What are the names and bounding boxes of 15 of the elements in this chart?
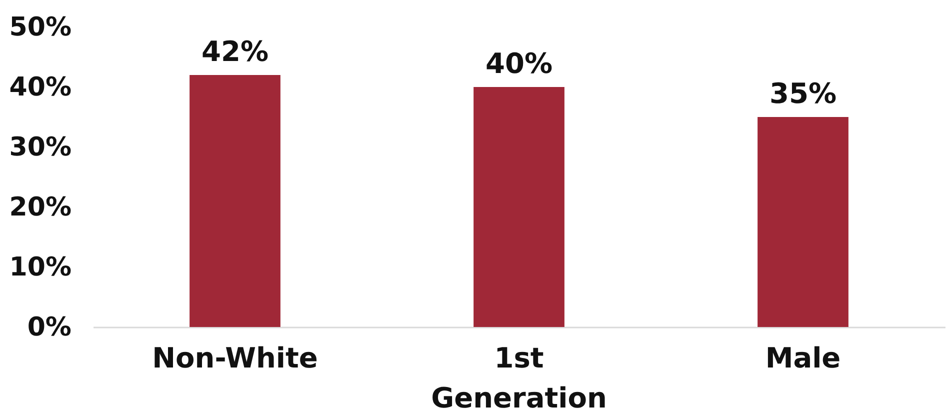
y-tick-label: 10% xyxy=(9,252,72,282)
x-tick-label: Non-White xyxy=(152,342,318,374)
x-tick-label: Male xyxy=(765,342,841,374)
y-tick-label: 40% xyxy=(9,72,72,102)
x-tick-label: 1st Generation xyxy=(431,342,607,414)
y-tick-label: 20% xyxy=(9,192,72,222)
y-tick-label: 0% xyxy=(27,312,72,342)
y-tick-label: 50% xyxy=(9,12,72,42)
data-label: 42% xyxy=(201,35,269,68)
bar xyxy=(190,75,280,327)
data-label: 40% xyxy=(485,47,553,80)
bar xyxy=(474,87,564,327)
data-label: 35% xyxy=(769,77,837,110)
bar xyxy=(758,117,848,327)
y-tick-label: 30% xyxy=(9,132,72,162)
